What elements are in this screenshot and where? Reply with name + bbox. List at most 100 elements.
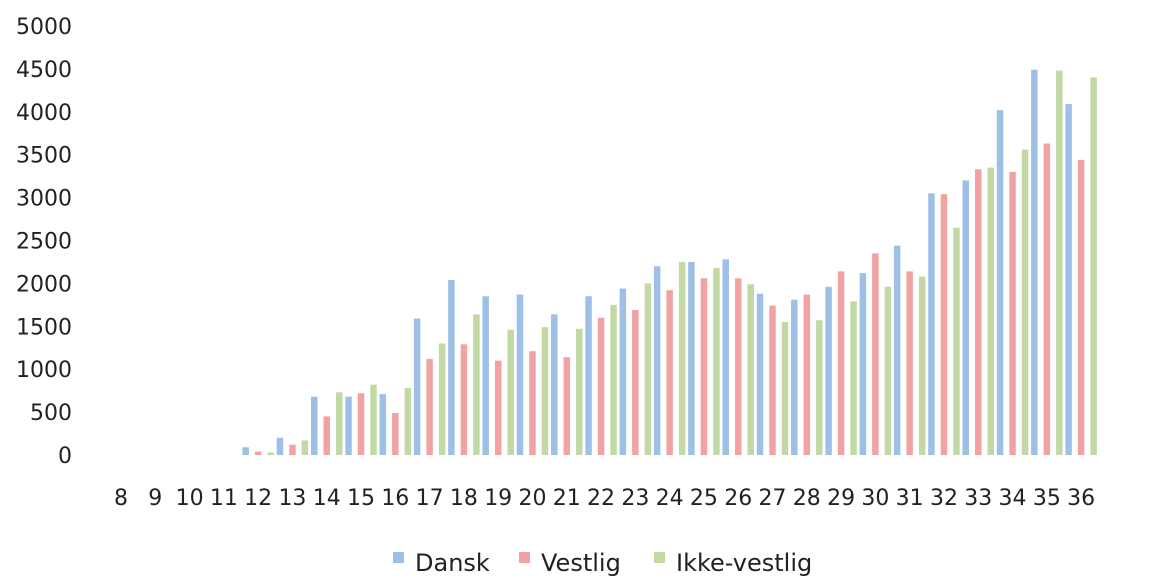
bar-dansk-28 [791, 299, 798, 455]
x-tick-label: 31 [896, 486, 924, 511]
bar-dansk-17 [413, 318, 421, 455]
x-tick-label: 21 [553, 486, 581, 511]
bar-dansk-23 [619, 288, 627, 455]
bar-ikke-vestlig-21 [576, 328, 583, 455]
bars [242, 69, 1097, 456]
bar-ikke-vestlig-32 [953, 227, 960, 455]
bar-vestlig-13 [289, 444, 296, 455]
bar-dansk-19 [482, 296, 489, 455]
legend-swatch-vestlig [519, 552, 530, 563]
x-tick-label: 12 [244, 486, 272, 511]
bar-vestlig-28 [803, 294, 811, 455]
bar-vestlig-16 [392, 412, 399, 455]
y-tick-label: 2500 [16, 230, 72, 255]
x-tick-label: 18 [450, 486, 478, 511]
y-tick-label: 500 [30, 401, 72, 426]
bar-vestlig-25 [700, 278, 708, 455]
bar-vestlig-15 [357, 393, 365, 455]
bar-vestlig-34 [1009, 171, 1016, 456]
bar-dansk-29 [825, 286, 832, 455]
y-tick-label: 3500 [16, 144, 72, 169]
x-axis: 8 9 10 11 12 13 14 15 16 17 18 19 20 21 22 23 24 25 26 27 28… [114, 486, 1095, 511]
x-tick-label: 30 [861, 486, 889, 511]
x-tick-label: 14 [313, 486, 341, 511]
bar-ikke-vestlig-30 [884, 286, 892, 455]
bar-dansk-30 [859, 273, 867, 455]
bar-dansk-18 [448, 279, 455, 455]
x-tick-label: 35 [1033, 486, 1061, 511]
legend-swatch-dansk [393, 552, 404, 563]
bar-ikke-vestlig-27 [781, 322, 789, 455]
x-tick-label: 9 [148, 486, 162, 511]
x-tick-label: 13 [278, 486, 306, 511]
bar-vestlig-18 [460, 344, 468, 455]
bar-dansk-15 [345, 396, 352, 455]
bar-dansk-34 [996, 110, 1004, 456]
y-tick-label: 3000 [16, 187, 72, 212]
x-tick-label: 24 [656, 486, 684, 511]
bar-vestlig-17 [426, 358, 433, 455]
y-axis: 0 500 1000 1500 2000 2500 3000 3500 4000 4500 5000 [16, 15, 72, 469]
bar-dansk-13 [276, 437, 284, 455]
x-tick-label: 36 [1067, 486, 1095, 511]
x-tick-label: 23 [621, 486, 649, 511]
bar-vestlig-23 [632, 309, 639, 455]
x-tick-label: 34 [999, 486, 1027, 511]
x-tick-label: 16 [381, 486, 409, 511]
bar-ikke-vestlig-31 [918, 276, 926, 455]
bar-dansk-35 [1031, 69, 1038, 456]
y-tick-label: 1000 [16, 358, 72, 383]
x-tick-label: 25 [690, 486, 718, 511]
bar-ikke-vestlig-28 [816, 320, 823, 455]
x-tick-label: 32 [930, 486, 958, 511]
bar-vestlig-35 [1043, 143, 1051, 455]
legend-label-ikke-vestlig: Ikke-vestlig [676, 549, 812, 576]
bar-dansk-14 [310, 396, 318, 455]
bar-ikke-vestlig-20 [541, 327, 549, 455]
bar-ikke-vestlig-36 [1090, 77, 1097, 455]
bar-vestlig-33 [975, 169, 982, 455]
bar-dansk-32 [928, 193, 935, 455]
bar-ikke-vestlig-25 [713, 267, 720, 455]
x-tick-label: 17 [416, 486, 444, 511]
bar-vestlig-29 [837, 271, 845, 455]
bar-dansk-36 [1065, 104, 1072, 455]
x-tick-label: 10 [176, 486, 204, 511]
bar-dansk-16 [379, 394, 387, 455]
y-tick-label: 4000 [16, 101, 72, 126]
bar-dansk-25 [688, 261, 695, 455]
bar-ikke-vestlig-17 [438, 343, 446, 455]
x-tick-label: 27 [759, 486, 787, 511]
bar-dansk-31 [893, 245, 901, 455]
bar-dansk-33 [962, 180, 969, 455]
bar-ikke-vestlig-35 [1056, 70, 1063, 455]
bar-vestlig-24 [666, 290, 673, 455]
bar-vestlig-26 [734, 278, 742, 455]
bar-dansk-21 [551, 314, 558, 455]
bar-vestlig-31 [906, 271, 913, 455]
legend-swatch-ikke-vestlig [654, 552, 665, 563]
bar-vestlig-20 [529, 351, 536, 455]
bar-vestlig-22 [597, 317, 605, 455]
bar-ikke-vestlig-13 [301, 440, 309, 455]
bar-ikke-vestlig-26 [747, 284, 754, 455]
x-tick-label: 20 [518, 486, 546, 511]
bar-dansk-24 [653, 266, 661, 455]
bar-ikke-vestlig-23 [644, 283, 652, 455]
x-tick-label: 29 [827, 486, 855, 511]
bar-vestlig-19 [494, 360, 502, 455]
bar-dansk-27 [756, 293, 764, 455]
bar-ikke-vestlig-24 [678, 261, 686, 455]
y-tick-label: 4500 [16, 58, 72, 83]
bar-ikke-vestlig-34 [1021, 149, 1029, 455]
legend-label-vestlig: Vestlig [541, 549, 621, 576]
x-tick-label: 33 [964, 486, 992, 511]
bar-vestlig-14 [323, 416, 330, 455]
x-tick-label: 28 [793, 486, 821, 511]
y-tick-label: 2000 [16, 272, 72, 297]
bar-ikke-vestlig-15 [370, 384, 377, 455]
x-tick-label: 26 [724, 486, 752, 511]
bar-dansk-12 [242, 447, 249, 455]
y-tick-label: 0 [58, 444, 72, 469]
